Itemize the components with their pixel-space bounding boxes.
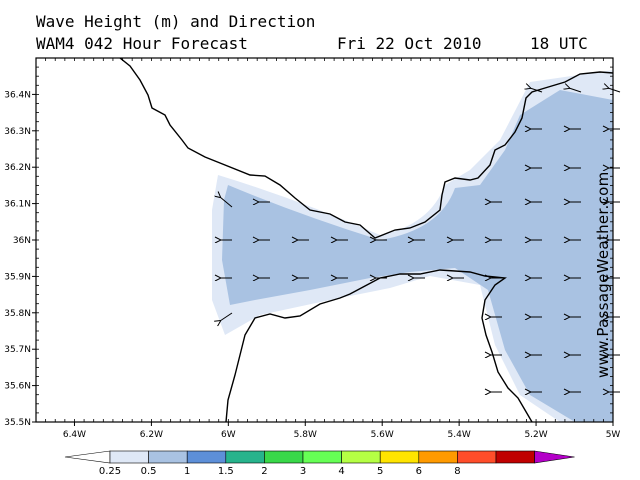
legend-swatch	[379, 450, 420, 464]
legend-swatch	[64, 450, 111, 464]
lon-label: 6W	[221, 430, 236, 440]
lat-label: 35.6N	[4, 382, 31, 392]
lat-label: 35.9N	[4, 272, 31, 282]
legend-swatch	[341, 450, 381, 464]
lat-label: 35.8N	[4, 309, 31, 319]
legend-label: 5	[377, 466, 383, 477]
legend-swatch	[495, 450, 535, 464]
legend-label: 8	[454, 466, 460, 477]
lat-label: 36N	[13, 236, 31, 246]
watermark: www.PassageWeather.com	[594, 171, 612, 378]
legend-swatch	[302, 450, 342, 464]
legend-label: 4	[338, 466, 344, 477]
lat-label: 35.5N	[4, 418, 31, 428]
legend-label: 1	[184, 466, 190, 477]
forecast-time: 18 UTC	[530, 34, 588, 53]
legend-label: 2	[261, 466, 267, 477]
lat-label: 36.1N	[4, 200, 31, 210]
wave-direction-arrow	[608, 88, 621, 93]
legend-swatch	[109, 450, 149, 464]
wave-direction-arrow	[220, 197, 233, 208]
legend-label: 0.5	[141, 466, 157, 477]
latitude-axis: 36.4N 36.3N 36.2N 36.1N 36N 35.9N 35.8N 35.7N 35…	[4, 57, 613, 428]
legend-swatch	[186, 450, 227, 464]
legend-swatch	[264, 450, 304, 464]
legend-label: 0.25	[99, 466, 121, 477]
legend-label: 1.5	[218, 466, 234, 477]
lat-label: 35.7N	[4, 345, 31, 355]
lon-label: 5.2W	[524, 430, 547, 440]
wave-direction-arrow	[220, 312, 233, 321]
legend-swatch	[534, 450, 575, 464]
lon-label: 6.2W	[140, 430, 163, 440]
legend-swatch	[225, 450, 265, 464]
lat-label: 36.2N	[4, 163, 31, 173]
legend-swatch	[148, 450, 188, 464]
legend-swatch	[418, 450, 458, 464]
legend-swatch	[457, 450, 497, 464]
wave-arrows	[220, 88, 621, 392]
map-area	[119, 58, 613, 422]
lat-label: 36.3N	[4, 127, 31, 137]
lon-label: 6.4W	[63, 430, 86, 440]
legend-label: 3	[300, 466, 306, 477]
wave-band-medium	[222, 90, 613, 422]
longitude-axis: 6.4W 6.2W 6W 5.8W 5.6W 5.4W 5.2W 5W	[35, 58, 621, 440]
lat-label: 36.4N	[4, 90, 31, 100]
chart-title: Wave Height (m) and Direction	[36, 12, 316, 31]
legend-label: 6	[416, 466, 422, 477]
wave-direction-arrow	[569, 88, 582, 93]
lon-label: 5.8W	[294, 430, 317, 440]
forecast-label: WAM4 042 Hour Forecast	[36, 34, 248, 53]
lon-label: 5.4W	[448, 430, 471, 440]
forecast-date: Fri 22 Oct 2010	[337, 34, 482, 53]
lon-label: 5.6W	[371, 430, 394, 440]
wave-direction-arrow	[530, 88, 543, 93]
wave-height-legend: 0.25 0.5 1 1.5 2 3 4 5 6 8	[64, 450, 575, 477]
lon-label: 5W	[606, 430, 621, 440]
